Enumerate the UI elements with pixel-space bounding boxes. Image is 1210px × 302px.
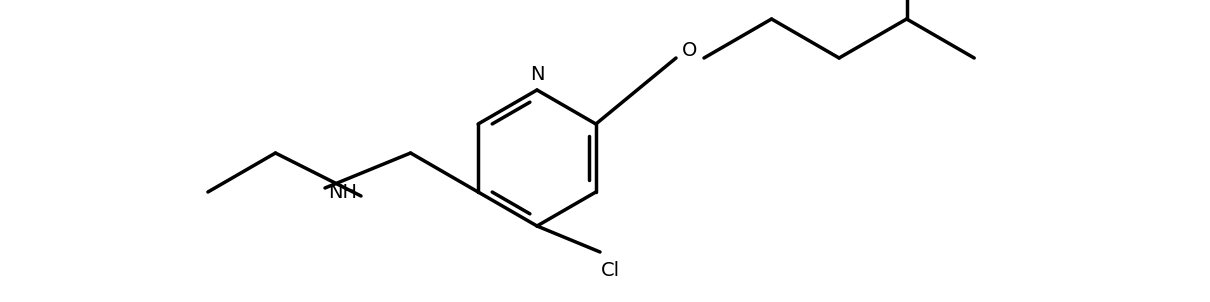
- Text: NH: NH: [328, 182, 357, 201]
- Text: Cl: Cl: [600, 261, 620, 279]
- Text: O: O: [682, 40, 698, 59]
- Text: N: N: [530, 65, 544, 83]
